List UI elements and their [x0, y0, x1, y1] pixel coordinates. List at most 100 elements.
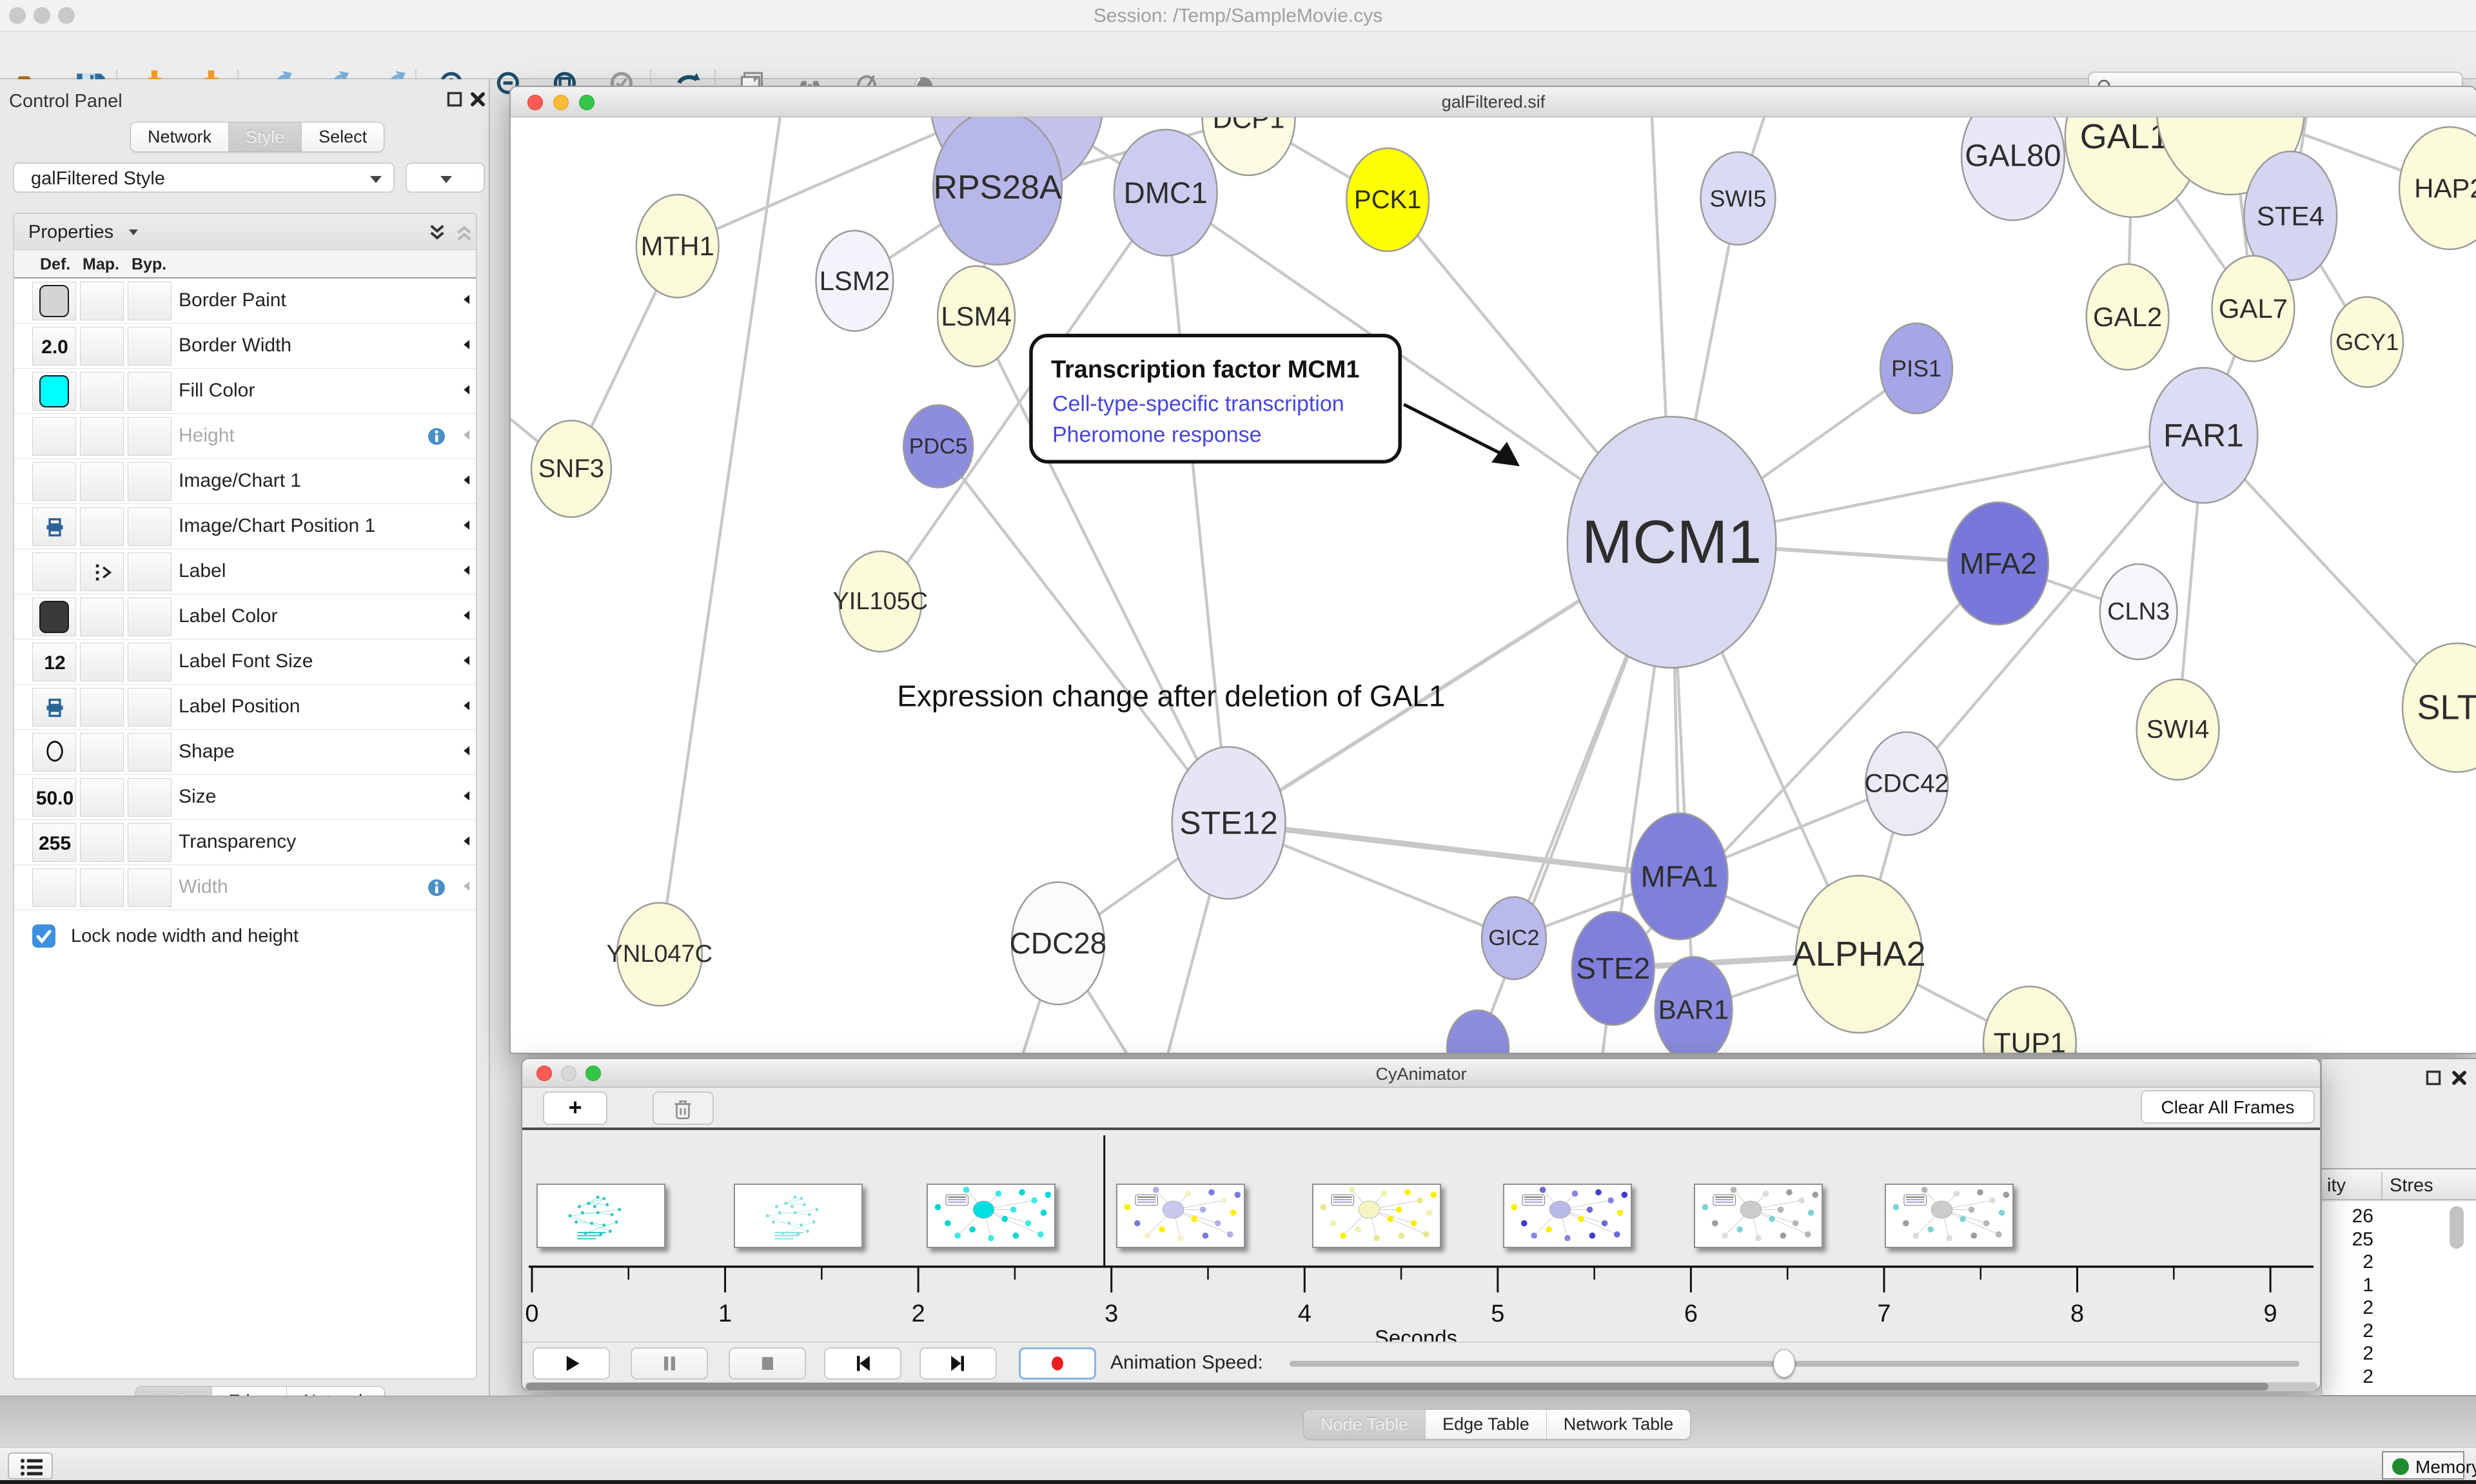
properties-header[interactable]: Properties	[14, 214, 476, 250]
map-cell[interactable]	[80, 598, 124, 636]
expand-all-icon[interactable]	[427, 222, 447, 243]
byp-cell[interactable]	[128, 733, 172, 772]
node-GAL2[interactable]: GAL2	[2085, 263, 2170, 371]
collapse-arrow-icon[interactable]	[462, 835, 472, 850]
node-STE2[interactable]: STE2	[1571, 911, 1655, 1026]
def-cell[interactable]	[32, 372, 76, 411]
memory-button[interactable]: Memory	[2382, 1451, 2476, 1479]
map-cell[interactable]	[80, 643, 124, 681]
timeline-frame-3[interactable]	[1116, 1184, 1245, 1248]
timeline-scrollbar[interactable]	[525, 1382, 2317, 1391]
map-cell[interactable]	[80, 552, 124, 591]
property-row-size[interactable]: 50.0 Size	[14, 775, 476, 820]
collapse-arrow-icon[interactable]	[462, 745, 472, 760]
tab-edge-table[interactable]: Edge Table	[1426, 1410, 1547, 1439]
edge-STE12-MFA1[interactable]	[1226, 819, 1683, 879]
node-CDC28[interactable]: CDC28	[1010, 881, 1107, 1006]
node-GIC2[interactable]: GIC2	[1480, 896, 1548, 981]
timeline-frame-2[interactable]	[927, 1184, 1056, 1248]
record-button[interactable]	[1019, 1347, 1096, 1380]
timeline-frame-6[interactable]	[1694, 1184, 1823, 1248]
collapse-arrow-icon[interactable]	[462, 699, 472, 715]
slider-thumb[interactable]	[1773, 1349, 1795, 1378]
info-icon[interactable]	[427, 427, 446, 446]
node-YNL047C[interactable]: YNL047C	[607, 902, 713, 1007]
byp-cell[interactable]	[128, 688, 172, 727]
float-panel-icon[interactable]	[2424, 1068, 2443, 1088]
property-row-label-position[interactable]: Label Position	[14, 685, 476, 730]
node-PCK1[interactable]: PCK1	[1346, 147, 1430, 252]
def-cell[interactable]	[32, 868, 76, 907]
node-PIS1[interactable]: PIS1	[1879, 322, 1954, 415]
network-window-titlebar[interactable]: galFiltered.sif	[511, 87, 2476, 117]
node-GAL80[interactable]: GAL80	[1960, 117, 2066, 221]
timeline-frame-1[interactable]	[734, 1184, 863, 1248]
byp-cell[interactable]	[128, 643, 172, 681]
close-panel-icon[interactable]	[2450, 1068, 2469, 1088]
lock-size-checkbox[interactable]	[32, 924, 55, 948]
node-MFA1[interactable]: MFA1	[1630, 812, 1729, 941]
minimize-icon[interactable]	[553, 95, 569, 110]
stop-button[interactable]	[729, 1347, 806, 1380]
annotation-box[interactable]: Transcription factor MCM1 Cell-type-speci…	[1029, 333, 1402, 464]
map-cell[interactable]	[80, 688, 124, 727]
tab-select[interactable]: Select	[302, 122, 384, 151]
edge-PDC5-STE12[interactable]	[936, 445, 1230, 825]
node-smallP[interactable]	[1446, 1009, 1510, 1053]
collapse-arrow-icon[interactable]	[462, 654, 472, 670]
node-TUP1[interactable]: TUP1	[1982, 985, 2077, 1053]
def-cell[interactable]	[32, 462, 76, 501]
style-dropdown[interactable]: galFiltered Style	[13, 162, 395, 193]
edge[interactable]	[658, 117, 782, 956]
info-icon[interactable]	[427, 878, 446, 897]
timeline-frame-4[interactable]	[1312, 1184, 1441, 1248]
byp-cell[interactable]	[128, 417, 172, 456]
pause-button[interactable]	[631, 1347, 708, 1380]
network-canvas[interactable]: RPS28ADCP1DMC1PCK1SWI5GAL80GAL11STE4HAP2…	[511, 117, 2476, 1053]
node-LSM2[interactable]: LSM2	[815, 229, 894, 332]
map-cell[interactable]	[80, 823, 124, 862]
map-cell[interactable]	[80, 462, 124, 501]
collapse-arrow-icon[interactable]	[462, 880, 472, 895]
node-SNF3[interactable]: SNF3	[530, 420, 613, 518]
node-SWI4[interactable]: SWI4	[2136, 678, 2220, 781]
play-button[interactable]	[533, 1347, 610, 1380]
clear-all-frames-button[interactable]: Clear All Frames	[2141, 1090, 2315, 1124]
def-cell[interactable]	[32, 282, 76, 320]
column-header[interactable]: ity	[2327, 1175, 2346, 1196]
node-RPS28A[interactable]: RPS28A	[932, 117, 1063, 266]
def-cell[interactable]	[32, 688, 76, 727]
close-icon[interactable]	[536, 1066, 552, 1081]
node-YIL105C[interactable]: YIL105C	[832, 550, 928, 653]
tab-network-table[interactable]: Network Table	[1546, 1410, 1691, 1439]
map-cell[interactable]	[80, 282, 124, 320]
node-DCP1[interactable]: DCP1	[1201, 117, 1296, 177]
window-zoom-icon[interactable]	[58, 7, 75, 24]
timeline-frame-0[interactable]	[536, 1184, 665, 1248]
style-options-button[interactable]	[406, 162, 485, 193]
def-cell[interactable]: 2.0	[32, 327, 76, 366]
edge-FAR1-CDC42[interactable]	[1905, 434, 2205, 785]
collapse-arrow-icon[interactable]	[462, 609, 472, 625]
property-row-border-width[interactable]: 2.0 Border Width	[14, 324, 476, 369]
def-cell[interactable]: 255	[32, 823, 76, 862]
edge-LSM4-STE12[interactable]	[974, 315, 1230, 825]
def-cell[interactable]	[32, 417, 76, 456]
column-divider[interactable]	[2381, 1172, 2383, 1199]
byp-cell[interactable]	[128, 598, 172, 636]
map-cell[interactable]	[80, 868, 124, 907]
edge-FAR1-SLT2[interactable]	[2202, 434, 2459, 709]
property-row-transparency[interactable]: 255 Transparency	[14, 820, 476, 865]
map-cell[interactable]	[80, 372, 124, 411]
map-cell[interactable]	[80, 778, 124, 817]
cyanimator-timeline[interactable]: 0 1 2 3 4 5 6 7 8 9 Seconds	[522, 1133, 2320, 1350]
map-cell[interactable]	[80, 417, 124, 456]
node-CLN3[interactable]: CLN3	[2099, 563, 2178, 661]
property-row-fill-color[interactable]: Fill Color	[14, 369, 476, 414]
byp-cell[interactable]	[128, 462, 172, 501]
byp-cell[interactable]	[128, 282, 172, 320]
node-GCY1[interactable]: GCY1	[2330, 296, 2404, 388]
property-row-image-chart-1[interactable]: Image/Chart 1	[14, 459, 476, 504]
node-STE12[interactable]: STE12	[1171, 746, 1286, 900]
window-minimize-icon[interactable]	[34, 7, 50, 24]
